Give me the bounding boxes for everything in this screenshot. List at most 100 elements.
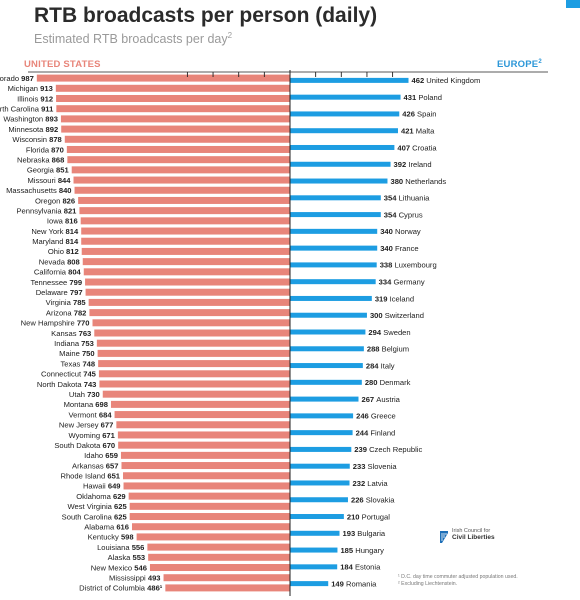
us-bar [85, 278, 290, 286]
europe-bar [290, 195, 381, 201]
us-bar [73, 176, 290, 184]
us-value-label: 912 [40, 94, 53, 103]
us-category-label: Maryland [32, 237, 65, 246]
us-bar-label: Pennsylvania 821 [16, 206, 77, 215]
us-bar [165, 584, 290, 592]
europe-category-label: Poland [418, 93, 442, 102]
europe-bar [290, 497, 348, 503]
subtitle-footnote-mark: 2 [227, 31, 233, 40]
us-category-label: South Dakota [54, 441, 102, 450]
europe-bar-label: 294 Sweden [368, 328, 410, 337]
us-bar [114, 411, 290, 419]
us-bar [74, 186, 290, 194]
europe-bar [290, 530, 340, 536]
us-value-label: 748 [82, 359, 95, 368]
europe-category-label: Iceland [390, 294, 415, 303]
us-bar-label: Iowa 816 [47, 217, 78, 226]
us-bar-label: New Mexico 546 [91, 563, 147, 572]
us-category-label: West Virginia [67, 502, 114, 511]
europe-value-label: 210 [347, 512, 362, 521]
logo-text-line2: Civil Liberties [452, 534, 495, 541]
europe-bar-label: 232 Latvia [353, 479, 389, 488]
europe-bar-label: 210 Portugal [347, 512, 390, 521]
us-bar [55, 84, 291, 92]
us-bar-label: New Hampshire 770 [21, 319, 90, 328]
us-bar-label: Oklahoma 629 [76, 492, 125, 501]
us-value-label: 821 [64, 206, 77, 215]
us-category-label: Alaska [108, 553, 133, 562]
us-bar-label: Minnesota 892 [8, 125, 58, 134]
us-category-label: Vermont [68, 410, 98, 419]
us-bar [56, 94, 291, 102]
us-bar-label: Kentucky 598 [88, 533, 134, 542]
us-bar-label: Idaho 659 [84, 451, 118, 460]
us-category-label: Arizona [46, 308, 74, 317]
us-bar-label: North Carolina 911 [0, 104, 54, 113]
us-bar-label: New Jersey 677 [59, 421, 113, 430]
us-bar-label: District of Columbia 486¹ [79, 584, 163, 593]
us-category-label: Colorado [0, 74, 21, 83]
europe-bar-label: 193 Bulgaria [343, 529, 386, 538]
us-category-label: Rhode Island [60, 472, 107, 481]
us-bar [89, 309, 291, 317]
us-bar [102, 390, 290, 398]
us-value-label: 493 [148, 574, 161, 583]
us-bar [110, 400, 290, 408]
us-bar-label: Kansas 763 [51, 329, 91, 338]
europe-bar-label: 431 Poland [404, 93, 442, 102]
europe-bar-label: 334 Germany [379, 277, 425, 286]
europe-category-label: Finland [370, 428, 395, 437]
us-category-label: Indiana [54, 339, 81, 348]
europe-value-label: 233 [353, 462, 368, 471]
europe-category-label: Belgium [382, 345, 409, 354]
europe-bar [290, 514, 344, 520]
us-bar-label: Ohio 812 [48, 247, 79, 256]
us-category-label: Delaware [36, 288, 70, 297]
europe-value-label: 392 [394, 160, 409, 169]
europe-bar-label: 149 Romania [331, 579, 377, 588]
europe-bar-label: 421 Malta [401, 127, 435, 136]
us-bar [123, 482, 291, 490]
europe-value-label: 232 [353, 479, 368, 488]
region-label-europe-text: EUROPE [497, 59, 539, 71]
europe-bar-label: 300 Switzerland [370, 311, 424, 320]
us-bar [120, 451, 291, 459]
us-category-label: Wisconsin [12, 135, 49, 144]
us-bar-label: Wyoming 671 [69, 431, 116, 440]
europe-bar-label: 184 Estonia [340, 563, 381, 572]
europe-value-label: 267 [361, 395, 376, 404]
europe-value-label: 239 [354, 445, 369, 454]
europe-bar [290, 94, 401, 100]
us-bar [64, 135, 290, 143]
us-value-label: 745 [83, 370, 96, 379]
us-category-label: California [34, 268, 68, 277]
europe-value-label: 319 [375, 294, 390, 303]
us-bar [88, 298, 291, 306]
us-value-label: 750 [82, 349, 95, 358]
us-bar [131, 523, 290, 531]
us-bar-label: Washington 893 [3, 115, 58, 124]
us-bar [85, 288, 290, 296]
us-bar-label: Louisiana 556 [97, 543, 144, 552]
us-category-label: Texas [61, 359, 83, 368]
us-bar [118, 441, 291, 449]
europe-value-label: 246 [356, 412, 371, 421]
us-bar [117, 431, 291, 439]
us-value-label: 753 [81, 339, 94, 348]
us-value-label: 616 [116, 523, 129, 532]
us-value-label: 651 [107, 472, 120, 481]
europe-bar [290, 312, 367, 318]
us-category-label: Georgia [27, 166, 56, 175]
us-value-label: 814 [66, 237, 79, 246]
us-bar-label: Connecticut 745 [41, 370, 97, 379]
europe-category-label: Slovenia [368, 462, 398, 471]
europe-category-label: Germany [393, 277, 424, 286]
europe-category-label: Austria [376, 395, 400, 404]
europe-bar [290, 262, 377, 268]
europe-bar [290, 396, 359, 402]
us-bar [60, 115, 291, 123]
europe-category-label: Malta [416, 127, 435, 136]
us-value-label: 987 [21, 74, 34, 83]
us-bar-label: Rhode Island 651 [60, 472, 120, 481]
us-bar-label: West Virginia 625 [67, 502, 127, 511]
